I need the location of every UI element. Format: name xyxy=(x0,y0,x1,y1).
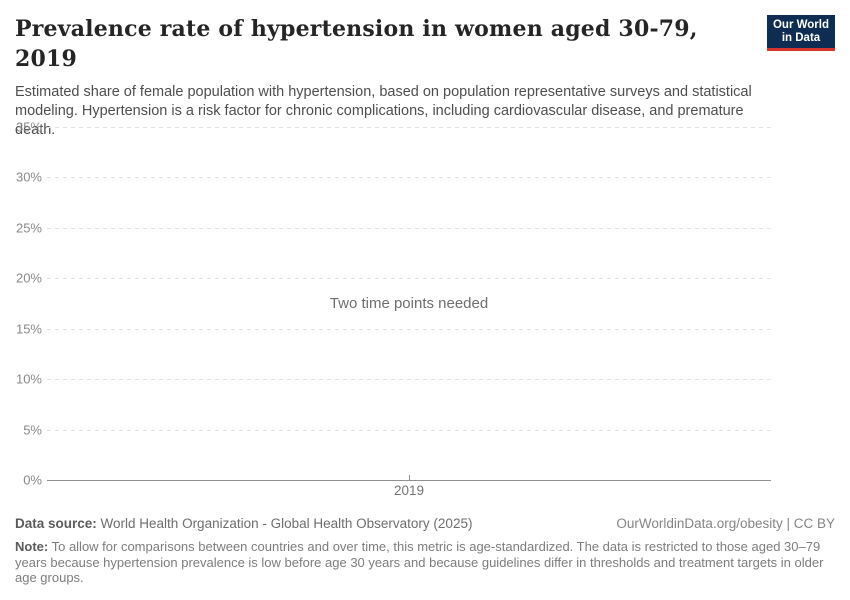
y-axis-tick-label: 35% xyxy=(15,119,42,135)
gridline xyxy=(47,379,771,381)
chart-header: Prevalence rate of hypertension in women… xyxy=(15,14,835,140)
x-axis-tick-mark xyxy=(409,475,410,480)
y-axis-tick-label: 25% xyxy=(15,220,42,236)
footnote: Note: To allow for comparisons between c… xyxy=(15,539,835,586)
gridline xyxy=(47,227,771,229)
gridline xyxy=(47,278,771,280)
chart-subtitle: Estimated share of female population wit… xyxy=(15,84,752,138)
gridline xyxy=(47,127,771,128)
gridline xyxy=(47,177,771,179)
data-source-text: World Health Organization - Global Healt… xyxy=(96,516,473,531)
chart-title: Prevalence rate of hypertension in women… xyxy=(15,16,698,72)
owid-logo-line2: in Data xyxy=(781,32,821,44)
data-source-line: Data source: World Health Organization -… xyxy=(15,516,472,531)
y-axis-tick-label: 15% xyxy=(15,321,42,337)
y-axis-tick-label: 10% xyxy=(15,371,42,387)
sources-row: Data source: World Health Organization -… xyxy=(15,516,835,531)
y-axis-tick-label: 0% xyxy=(23,472,42,488)
chart-footer: Data source: World Health Organization -… xyxy=(15,516,835,586)
owid-logo-line1: Our World xyxy=(772,19,829,31)
data-source-label: Data source: xyxy=(15,516,97,531)
empty-chart-message: Two time points needed xyxy=(329,295,489,312)
y-axis-tick-label: 30% xyxy=(15,169,42,185)
owid-logo[interactable]: Our World in Data xyxy=(767,15,835,51)
y-axis-tick-label: 5% xyxy=(23,422,42,438)
gridline xyxy=(47,429,771,431)
gridline xyxy=(47,328,771,330)
license-link[interactable]: OurWorldinData.org/obesity | CC BY xyxy=(616,516,835,531)
footnote-text: To allow for comparisons between countri… xyxy=(15,539,824,585)
x-axis-tick-label: 2019 xyxy=(393,483,425,498)
plot-area: Two time points needed 0% 5% 10% 15% 20% 25% 3… xyxy=(16,120,771,498)
footnote-label: Note: xyxy=(15,539,49,554)
y-axis-tick-label: 20% xyxy=(15,270,42,286)
x-axis-line xyxy=(47,480,771,481)
